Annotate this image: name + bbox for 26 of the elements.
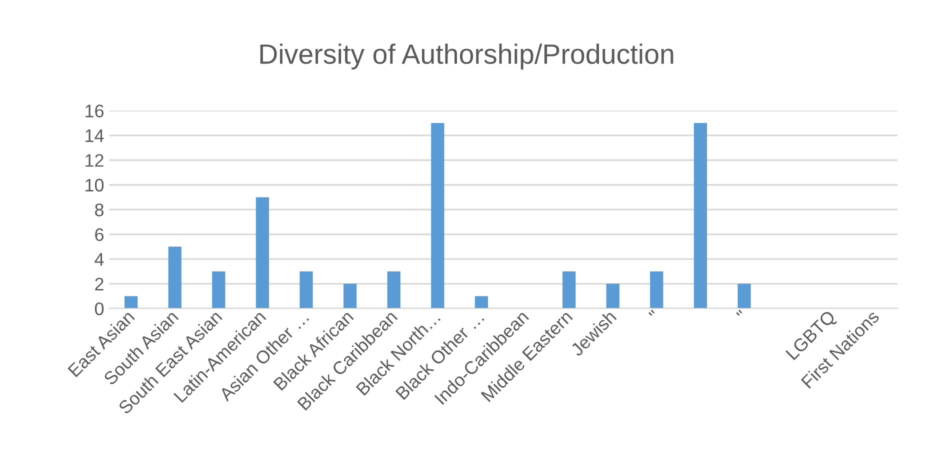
x-tick-label: "	[648, 310, 655, 316]
bar	[474, 296, 488, 309]
bar	[738, 284, 751, 309]
y-tick-label: 0	[94, 302, 104, 316]
y-tick-label: 14	[86, 130, 104, 142]
bar	[168, 246, 182, 309]
bar	[606, 284, 620, 309]
bar	[256, 197, 270, 309]
y-tick-label: 10	[86, 178, 104, 192]
bar	[343, 284, 357, 309]
x-tick-label: "	[736, 310, 742, 316]
y-tick-label: 6	[95, 228, 104, 242]
y-tick-label: 4	[94, 253, 104, 266]
y-tick-label: 2	[95, 278, 104, 290]
bar	[212, 271, 226, 309]
bar	[431, 123, 444, 309]
y-tick-label: 8	[95, 204, 104, 216]
y-tick-label: 16	[86, 104, 104, 118]
bar	[387, 271, 400, 309]
bar	[650, 271, 664, 309]
bar	[300, 271, 313, 309]
bar	[694, 123, 708, 309]
chart-title: Diversity of Authorship/Production	[260, 44, 674, 70]
bar	[562, 271, 576, 309]
bar	[124, 296, 138, 309]
y-tick-label: 12	[86, 154, 104, 167]
